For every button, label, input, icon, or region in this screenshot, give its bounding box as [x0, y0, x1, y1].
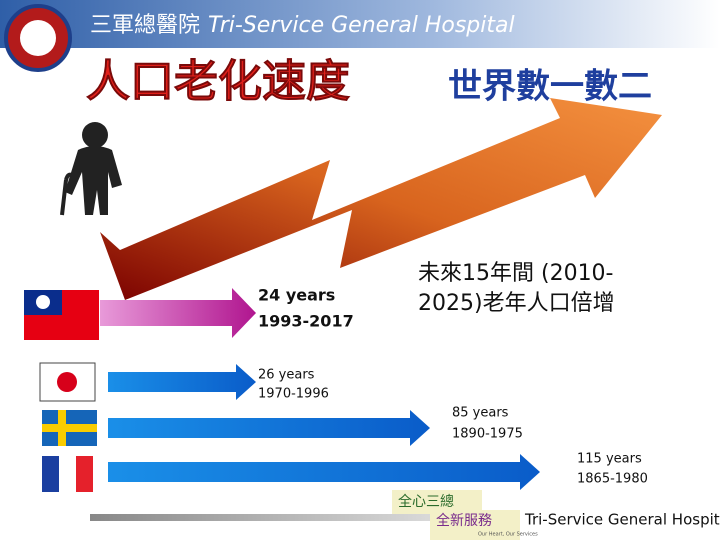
period-label: 1865-1980 [577, 472, 648, 487]
arrow-sweden [108, 410, 430, 446]
period-label: 1993-2017 [258, 312, 354, 331]
period-label: 1890-1975 [452, 427, 523, 442]
flag-sweden [42, 410, 97, 446]
arrow-japan [108, 364, 256, 400]
flag-france [42, 456, 93, 492]
badge-bottom-bg [430, 510, 520, 540]
flag-japan [39, 362, 96, 402]
header-title: Tri-Service General Hospital [208, 13, 515, 38]
logo-inner [20, 20, 56, 56]
years-label: 115 years [577, 452, 642, 467]
years-label: 26 years [258, 368, 315, 383]
note-line: 未來15年間 (2010- [418, 261, 614, 286]
trend-arrow [100, 98, 662, 300]
arrow-france [108, 454, 540, 490]
logo-text: 三軍總醫院 [90, 13, 200, 38]
badge-top: 全心三總 [398, 493, 454, 510]
footer-bar [90, 514, 520, 521]
badge-bottom: 全新服務 [436, 512, 492, 529]
years-label: 85 years [452, 406, 509, 421]
badge-small: Our Heart, Our Services [478, 532, 538, 538]
elder-icon [60, 122, 122, 216]
arrow-taiwan [100, 288, 256, 338]
header-band [0, 0, 720, 48]
flag-taiwan [24, 290, 99, 340]
note-line: 2025)老年人口倍增 [418, 291, 615, 316]
years-label: 24 years [258, 286, 335, 305]
title-highlight: 人口老化速度 [86, 56, 350, 107]
footer-hospital: Tri-Service General Hospital [524, 511, 720, 529]
period-label: 1970-1996 [258, 387, 329, 402]
title-rest: 世界數一數二 [448, 67, 652, 107]
